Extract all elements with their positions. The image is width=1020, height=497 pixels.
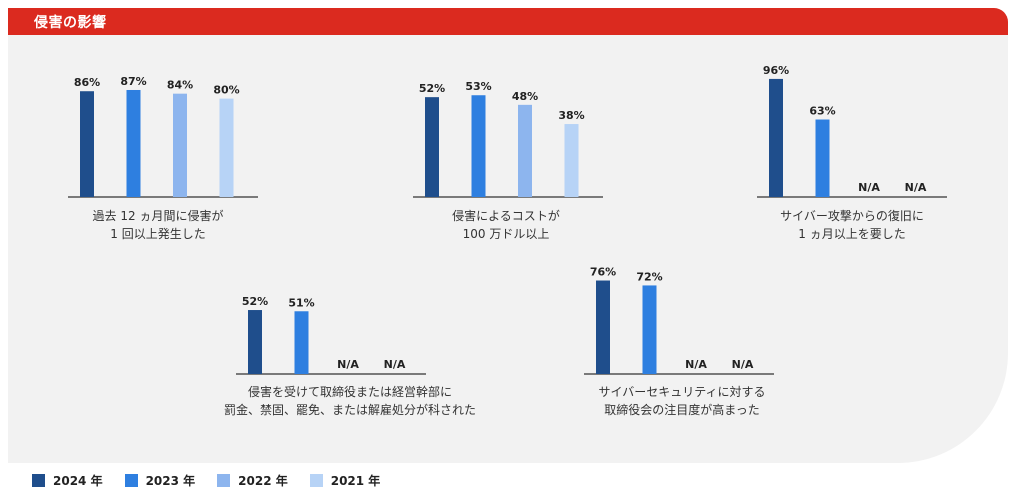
chart-2-label-3: 48% xyxy=(512,90,538,103)
legend-swatch-2023 xyxy=(124,474,138,487)
legend-label-2022: 2022 年 xyxy=(238,474,288,488)
chart-5-label-2: 72% xyxy=(636,270,662,283)
chart-5-label-4: N/A xyxy=(732,358,754,371)
chart-4-label-2: 51% xyxy=(288,296,314,309)
legend-item-2023: 2023 年 xyxy=(124,472,196,489)
legend-swatch-2024 xyxy=(32,474,45,487)
chart-4-title: 侵害を受けて取締役または経営幹部に 罰金、禁固、罷免、または解雇処分が科された xyxy=(223,385,476,417)
chart-2-label-2: 53% xyxy=(465,80,491,93)
chart-2-bar-1 xyxy=(425,97,439,197)
chart-2-bar-2 xyxy=(471,95,486,197)
chart-1-title: 過去 12 ヵ月間に侵害が 1 回以上発生した xyxy=(92,209,224,241)
chart-5-bar-1 xyxy=(596,280,610,374)
chart-1-bar-4 xyxy=(219,98,234,197)
chart-1-bar-1 xyxy=(80,91,94,197)
chart-3-bar-2 xyxy=(815,119,830,197)
legend-item-2024: 2024 年 xyxy=(32,472,103,489)
chart-1-label-1: 86% xyxy=(74,76,100,89)
chart-4-label-4: N/A xyxy=(384,358,406,371)
section-title: 侵害の影響 xyxy=(34,15,107,31)
chart-3-bar-1 xyxy=(769,78,783,197)
legend-label-2023: 2023 年 xyxy=(145,474,196,488)
legend-label-2024: 2024 年 xyxy=(53,474,103,488)
chart-3-title: サイバー攻撃からの復旧に 1 ヵ月以上を要した xyxy=(780,209,924,241)
chart-5-label-1: 76% xyxy=(590,266,616,279)
chart-1-label-3: 84% xyxy=(167,79,193,92)
chart-3-label-3: N/A xyxy=(858,181,880,194)
chart-5-title: サイバーセキュリティに対する 取締役会の注目度が高まった xyxy=(598,385,766,417)
legend-label-2021: 2021 年 xyxy=(330,474,381,488)
chart-4-label-1: 52% xyxy=(242,295,268,308)
chart-4-bar-2 xyxy=(294,311,309,374)
chart-2-label-1: 52% xyxy=(419,82,445,95)
chart-2-bar-4 xyxy=(564,124,579,197)
chart-2-bar-3 xyxy=(518,104,532,197)
chart-5-label-3: N/A xyxy=(685,358,707,371)
chart-4-label-3: N/A xyxy=(337,358,359,371)
chart-1-bar-2 xyxy=(126,89,141,197)
section-header: 侵害の影響 xyxy=(8,8,1008,35)
legend-swatch-2022 xyxy=(217,474,231,487)
chart-3-label-4: N/A xyxy=(905,181,927,194)
chart-2-title: 侵害によるコストが 100 万ドル以上 xyxy=(452,209,560,241)
legend-item-2022: 2022 年 xyxy=(217,472,288,489)
legend-item-2021: 2021 年 xyxy=(309,472,381,489)
chart-1-label-4: 80% xyxy=(213,84,239,97)
chart-1-label-2: 87% xyxy=(120,75,146,88)
legend: 2024 年 2023 年 2022 年 2021 年 xyxy=(32,472,380,489)
chart-4-bar-1 xyxy=(248,310,262,374)
chart-3-label-1: 96% xyxy=(763,64,789,77)
chart-1-bar-3 xyxy=(173,93,187,197)
chart-2-label-4: 38% xyxy=(558,109,584,122)
chart-3-label-2: 63% xyxy=(809,105,835,118)
chart-5-bar-2 xyxy=(642,285,657,374)
legend-swatch-2021 xyxy=(309,474,323,487)
